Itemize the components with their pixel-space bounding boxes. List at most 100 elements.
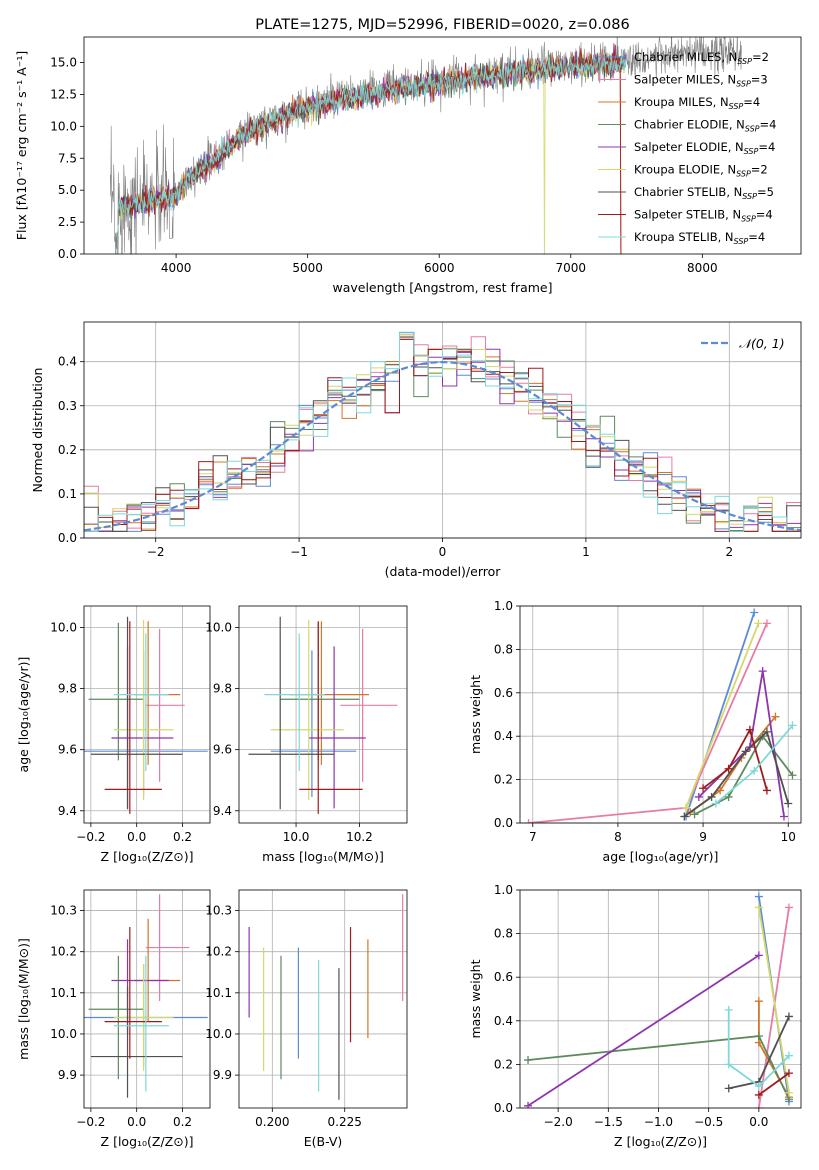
series-marker	[762, 786, 771, 795]
series-marker	[784, 1012, 793, 1021]
y-tick-label: 5.0	[58, 183, 77, 197]
panel-mass-vs-Z: −0.2 0.0 0.2 9.9 10.0 10.1 10.2 10.3 Z [log₁₀(Z/…	[16, 889, 211, 1149]
y-tick-label: 2.5	[58, 215, 77, 229]
series-marker	[784, 903, 793, 912]
plot-area	[524, 608, 797, 823]
series-marker	[779, 812, 788, 821]
series-marker	[762, 619, 771, 628]
x-tick-label: 0.0	[127, 1115, 146, 1129]
grid	[520, 605, 801, 824]
x-tick-label: 2	[725, 545, 733, 559]
y-axis-label: mass [log₁₀(M/M⊙)]	[16, 938, 31, 1060]
series-marker	[524, 819, 533, 823]
series-marker	[754, 1090, 763, 1099]
y-tick-label: 0.6	[494, 970, 513, 984]
plot-area	[84, 331, 801, 538]
x-tick-label: 10	[781, 830, 796, 844]
y-tick-label: 10.1	[205, 986, 232, 1000]
y-tick-label: 9.9	[58, 1068, 77, 1082]
series-line-1	[758, 907, 790, 1108]
plot-area	[84, 616, 208, 814]
y-tick-label: 0.4	[494, 1014, 513, 1028]
x-tick-label: 10.0	[283, 830, 310, 844]
y-tick-label: 0.3	[58, 399, 77, 413]
y-tick-label: 10.1	[50, 986, 77, 1000]
y-tick-label: 1.0	[494, 883, 513, 897]
plot-area	[84, 894, 208, 1098]
x-tick-label: 0.225	[328, 1115, 362, 1129]
x-tick-label: 7	[529, 830, 537, 844]
x-tick-label: 0.0	[749, 1115, 768, 1129]
x-tick-label: −1	[290, 545, 308, 559]
legend-entry: 𝒩(0, 1)	[739, 336, 785, 351]
series-marker	[724, 764, 733, 773]
model-spectrum-8	[117, 52, 627, 254]
plot-area	[248, 616, 398, 814]
panel-mass-weight-vs-Z: −2.0 −1.5 −1.0 −0.5 0.0 0.0 0.2 0.4 0.6 0.8 1.0 Z […	[468, 883, 802, 1149]
y-tick-label: 0.8	[494, 927, 513, 941]
axes-frame	[238, 605, 408, 824]
panel-mass-vs-ebv: 0.200 0.225 9.9 10.0 10.1 10.2 10.3 E(B-V)	[205, 889, 408, 1149]
y-tick-label: 0.0	[58, 531, 77, 545]
x-tick-label: −0.5	[694, 1115, 723, 1129]
y-tick-label: 0.6	[494, 686, 513, 700]
series-marker	[750, 608, 759, 617]
y-tick-label: 0.8	[494, 642, 513, 656]
x-tick-label: 0.0	[127, 830, 146, 844]
series-marker	[524, 1056, 533, 1065]
legend-entry: Kroupa STELIB, NSSP=4	[634, 230, 765, 246]
series-line-7	[702, 727, 768, 791]
series-marker	[690, 810, 699, 819]
panel-residuals: −2 −1 0 1 2 0.0 0.1 0.2 0.3 0.4 (data-model)/error…	[30, 321, 802, 579]
x-tick-label: 5000	[292, 261, 323, 275]
series-marker	[724, 1084, 733, 1093]
plot-area	[248, 894, 404, 1100]
series-marker	[724, 1060, 733, 1069]
grid	[239, 606, 407, 823]
series-marker	[788, 771, 797, 780]
series-marker	[694, 792, 703, 801]
series-marker	[724, 1005, 733, 1014]
x-tick-label: −0.2	[76, 1115, 105, 1129]
y-tick-label: 10.0	[50, 119, 77, 133]
x-tick-label: 7000	[555, 261, 586, 275]
series-marker	[741, 747, 750, 756]
series-marker	[707, 792, 716, 801]
y-axis-label: mass weight	[468, 959, 483, 1038]
series-line-8	[727, 1009, 790, 1088]
y-axis-label: mass weight	[468, 675, 483, 754]
series-marker	[754, 903, 763, 912]
y-tick-label: 9.4	[58, 804, 77, 818]
series-line-7	[758, 1072, 790, 1096]
y-tick-label: 10.2	[50, 945, 77, 959]
series-line-5	[685, 623, 760, 809]
panel-spectrum: 4000 5000 6000 7000 8000 0.0 2.5 5.0 7.5 10.0 12.5…	[14, 17, 802, 295]
y-tick-label: 7.5	[58, 151, 77, 165]
series-marker	[745, 725, 754, 734]
y-tick-label: 9.6	[213, 743, 232, 757]
series-marker	[788, 721, 797, 730]
series-marker	[754, 1104, 763, 1108]
y-tick-label: 9.6	[58, 743, 77, 757]
axes-frame	[83, 321, 802, 539]
x-axis-label: Z [log₁₀(Z/Z⊙)]	[614, 1134, 707, 1149]
y-tick-label: 0.0	[494, 816, 513, 830]
y-tick-label: 10.0	[50, 1027, 77, 1041]
y-tick-label: 1.0	[494, 599, 513, 613]
legend-entry: Kroupa ELODIE, NSSP=2	[634, 163, 768, 179]
x-tick-label: 0.200	[255, 1115, 289, 1129]
series-marker	[784, 1051, 793, 1060]
series-line-3	[694, 734, 794, 816]
y-tick-label: 10.3	[205, 904, 232, 918]
x-tick-label: −1.5	[594, 1115, 623, 1129]
x-tick-label: 0.2	[173, 830, 192, 844]
y-tick-label: 0.0	[494, 1101, 513, 1115]
x-tick-label: 0	[439, 545, 447, 559]
grid	[84, 606, 210, 823]
series-marker	[711, 799, 720, 808]
axes-frame	[83, 605, 211, 824]
y-tick-label: 0.4	[494, 729, 513, 743]
histogram-8	[84, 332, 801, 538]
y-tick-label: 0.2	[494, 1057, 513, 1071]
x-axis-label: Z [log₁₀(Z/Z⊙)]	[101, 849, 194, 864]
